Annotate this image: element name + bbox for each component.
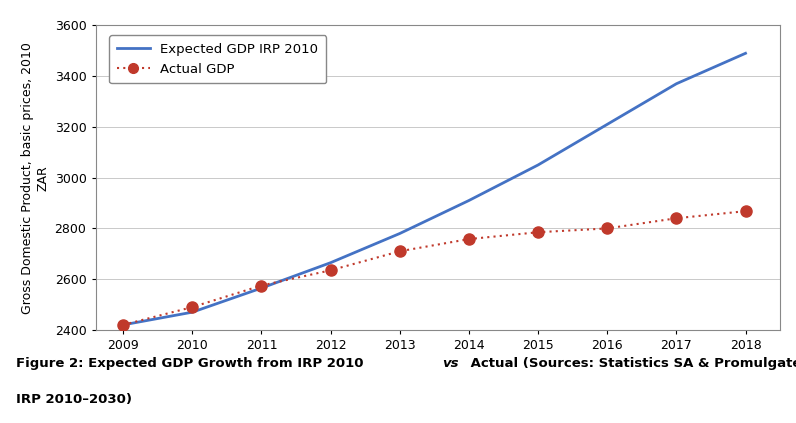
Y-axis label: Gross Domestic Product, basic prices, 2010
ZAR: Gross Domestic Product, basic prices, 20…: [21, 42, 49, 313]
Text: Actual (Sources: Statistics SA & Promulgated: Actual (Sources: Statistics SA & Promulg…: [466, 357, 796, 371]
Text: Figure 2: Expected GDP Growth from IRP 2010: Figure 2: Expected GDP Growth from IRP 2…: [16, 357, 368, 371]
Text: IRP 2010–2030): IRP 2010–2030): [16, 393, 132, 407]
Text: vs: vs: [442, 357, 458, 371]
Legend: Expected GDP IRP 2010, Actual GDP: Expected GDP IRP 2010, Actual GDP: [109, 35, 326, 83]
